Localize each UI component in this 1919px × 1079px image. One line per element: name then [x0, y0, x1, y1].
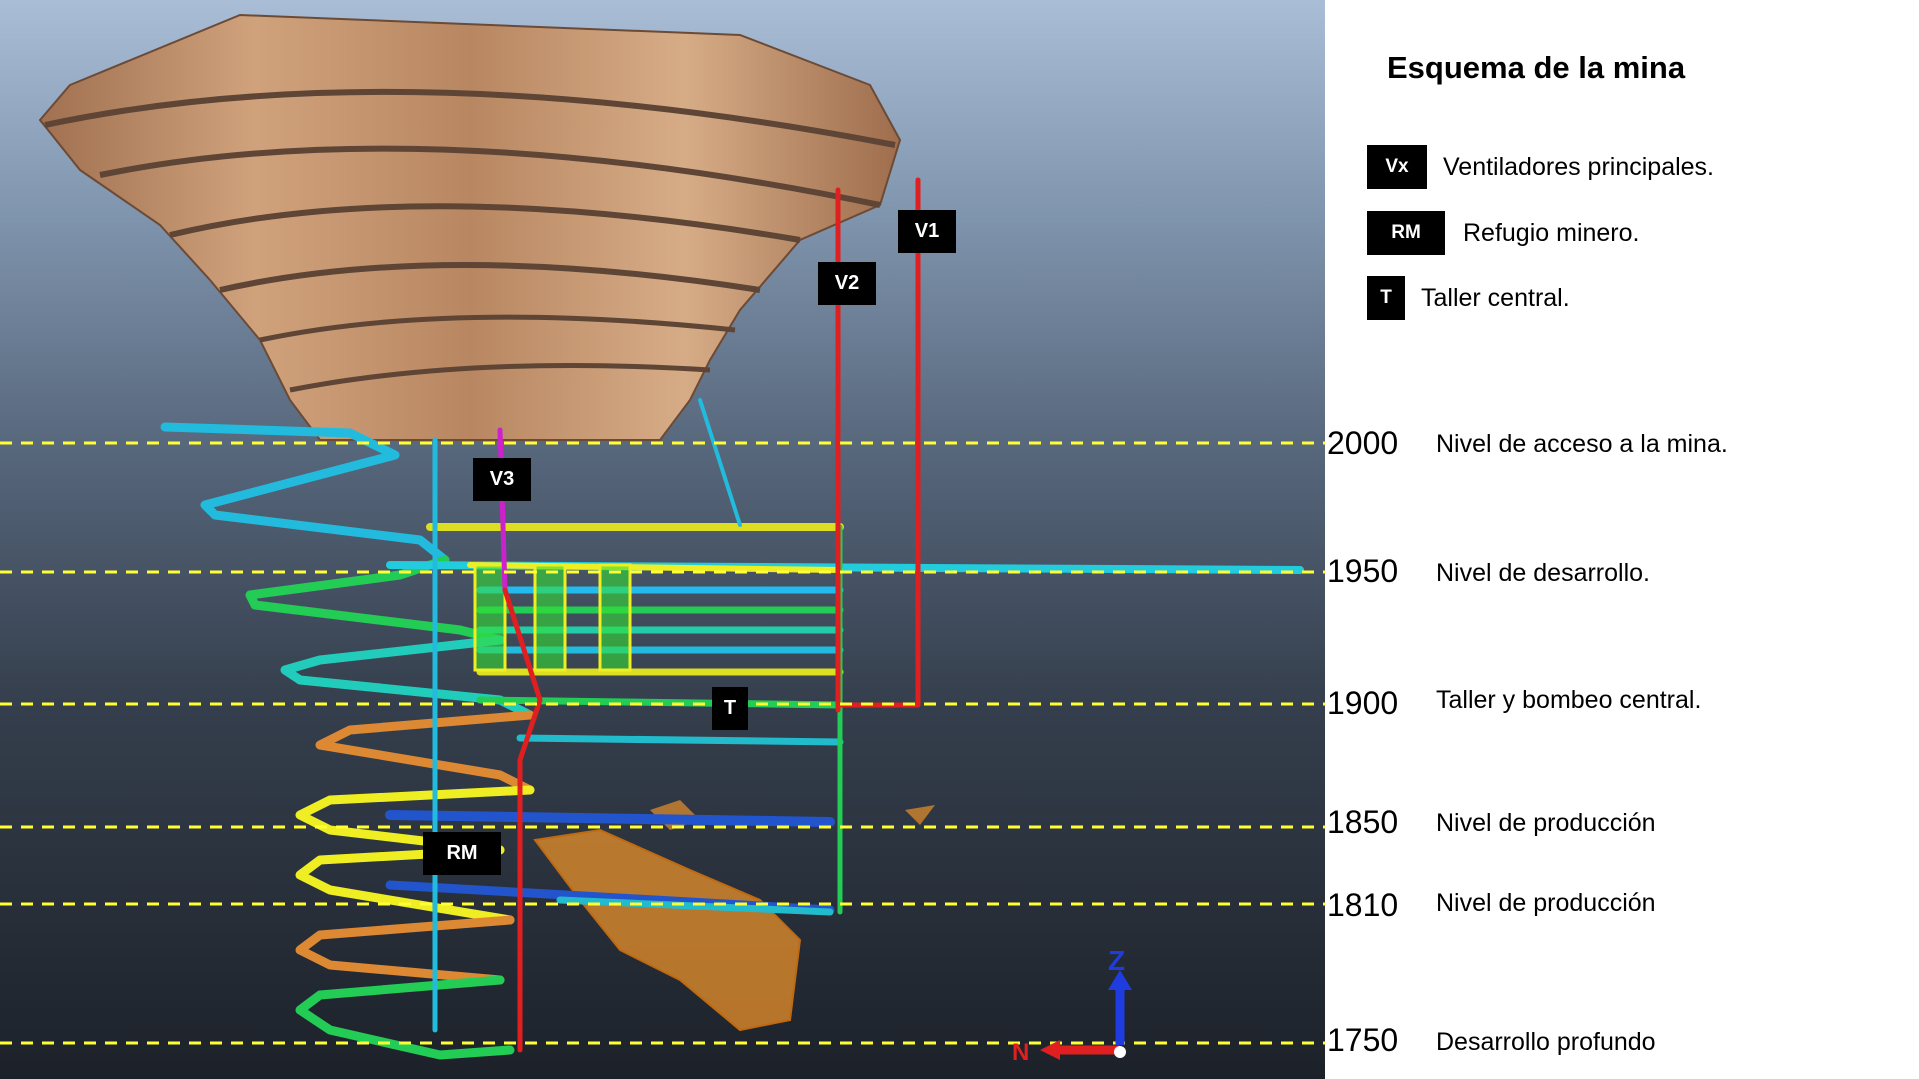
axis-triad: Z N — [1012, 945, 1132, 1066]
ore-body — [533, 800, 935, 1032]
workshop-t-marker: T — [712, 687, 748, 730]
legend-text-refuge: Refugio minero. — [1463, 219, 1640, 247]
n-axis-label: N — [1012, 1039, 1029, 1066]
level-1850-value: 1850 — [1327, 804, 1399, 840]
level-1850-label: Nivel de producción — [1436, 809, 1656, 837]
level-2000-value: 2000 — [1327, 425, 1399, 461]
level-1810-label: Nivel de producción — [1436, 889, 1656, 917]
level-1750-label: Desarrollo profundo — [1436, 1028, 1656, 1056]
level-1750-value: 1750 — [1327, 1022, 1399, 1058]
level-1810-value: 1810 — [1327, 887, 1399, 923]
level-1900-label: Taller y bombeo central. — [1436, 686, 1702, 714]
level-1900-value: 1900 — [1327, 685, 1399, 721]
level-reference-lines — [0, 441, 1325, 1045]
legend-tag-rm: RM — [1367, 211, 1445, 255]
legend-text-workshop: Taller central. — [1421, 284, 1570, 312]
z-axis-label: Z — [1108, 945, 1125, 976]
legend-title: Esquema de la mina — [1387, 50, 1686, 85]
level-drifts — [385, 398, 1304, 1033]
spiral-ramp — [160, 422, 535, 1060]
legend-text-fans: Ventiladores principales. — [1443, 153, 1714, 181]
mine-diagram: Z N — [0, 13, 1325, 1066]
fan-v2-marker: V2 — [818, 262, 876, 305]
level-1950-value: 1950 — [1327, 553, 1399, 589]
level-1950-label: Nivel de desarrollo. — [1436, 559, 1650, 587]
fan-v1-marker: V1 — [898, 210, 956, 253]
legend-tag-vx: Vx — [1367, 145, 1427, 189]
fan-v3-marker: V3 — [473, 458, 531, 501]
refuge-rm-marker: RM — [423, 832, 501, 875]
legend-tag-t: T — [1367, 276, 1405, 320]
mine-3d-view: Z N V1 V2 V3 T RM — [0, 0, 1325, 1079]
open-pit — [38, 13, 902, 441]
level-2000-label: Nivel de acceso a la mina. — [1436, 430, 1728, 458]
